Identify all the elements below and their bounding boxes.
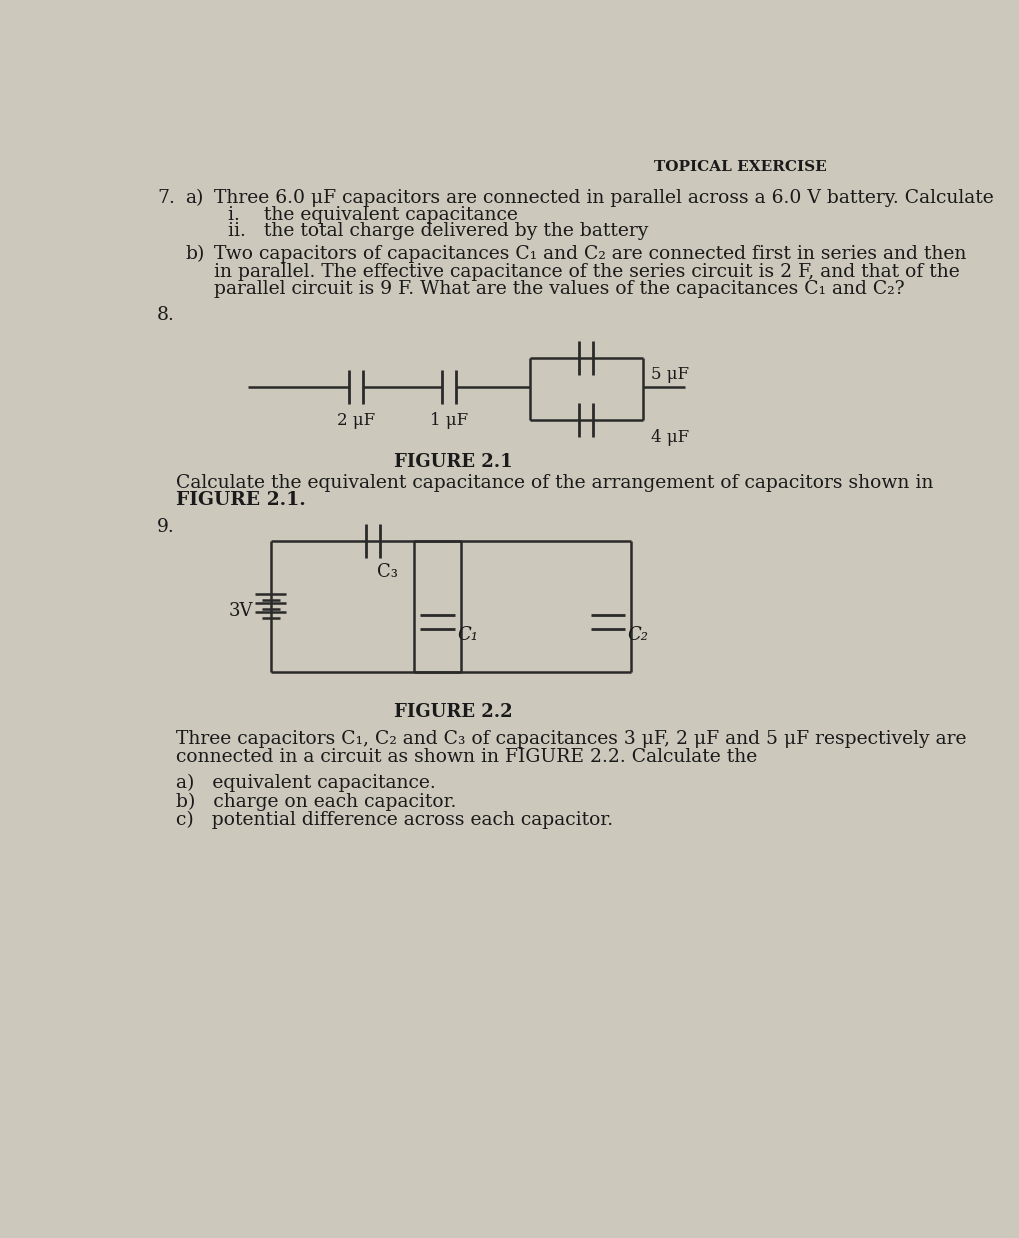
- Text: a): a): [185, 188, 204, 207]
- Text: Three 6.0 μF capacitors are connected in parallel across a 6.0 V battery. Calcul: Three 6.0 μF capacitors are connected in…: [214, 188, 994, 207]
- Text: ii.   the total charge delivered by the battery: ii. the total charge delivered by the ba…: [228, 223, 648, 240]
- Text: Calculate the equivalent capacitance of the arrangement of capacitors shown in: Calculate the equivalent capacitance of …: [175, 473, 932, 491]
- Text: Three capacitors C₁, C₂ and C₃ of capacitances 3 μF, 2 μF and 5 μF respectively : Three capacitors C₁, C₂ and C₃ of capaci…: [175, 730, 965, 748]
- Text: b)   charge on each capacitor.: b) charge on each capacitor.: [175, 792, 455, 811]
- Text: 9.: 9.: [157, 519, 174, 536]
- Text: a)   equivalent capacitance.: a) equivalent capacitance.: [175, 774, 435, 792]
- Text: 7.: 7.: [157, 188, 174, 207]
- Text: C₃: C₃: [377, 563, 397, 581]
- Text: c)   potential difference across each capacitor.: c) potential difference across each capa…: [175, 811, 612, 829]
- Text: in parallel. The effective capacitance of the series circuit is 2 F, and that of: in parallel. The effective capacitance o…: [214, 262, 959, 281]
- Text: 3V: 3V: [228, 602, 253, 619]
- Text: 1 μF: 1 μF: [430, 412, 468, 428]
- Text: 4 μF: 4 μF: [650, 428, 688, 446]
- Text: connected in a circuit as shown in FIGURE 2.2. Calculate the: connected in a circuit as shown in FIGUR…: [175, 748, 756, 765]
- Text: b): b): [185, 245, 205, 262]
- Text: parallel circuit is 9 F. What are the values of the capacitances C₁ and C₂?: parallel circuit is 9 F. What are the va…: [214, 280, 904, 298]
- Text: FIGURE 2.2: FIGURE 2.2: [393, 703, 512, 721]
- Text: FIGURE 2.1.: FIGURE 2.1.: [175, 491, 305, 509]
- Text: C₁: C₁: [457, 626, 478, 644]
- Text: Two capacitors of capacitances C₁ and C₂ are connected first in series and then: Two capacitors of capacitances C₁ and C₂…: [214, 245, 966, 262]
- Text: TOPICAL EXERCISE: TOPICAL EXERCISE: [654, 160, 826, 175]
- Text: C₂: C₂: [627, 626, 648, 644]
- Text: 8.: 8.: [157, 307, 174, 324]
- Text: 2 μF: 2 μF: [336, 412, 375, 428]
- Text: FIGURE 2.1: FIGURE 2.1: [393, 453, 512, 470]
- Text: i.    the equivalent capacitance: i. the equivalent capacitance: [228, 206, 518, 224]
- Text: 5 μF: 5 μF: [650, 365, 688, 383]
